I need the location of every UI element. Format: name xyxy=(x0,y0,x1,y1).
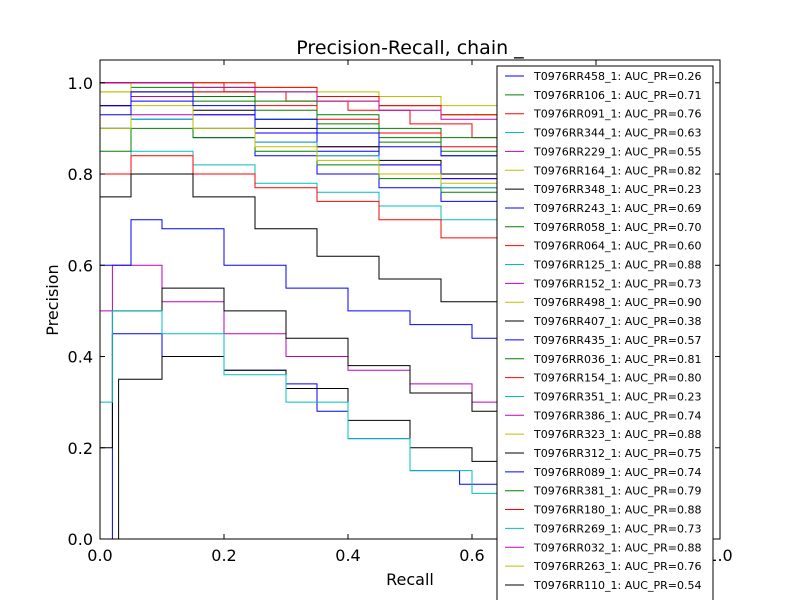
legend-entry: T0976RR243_1: AUC_PR=0.69 xyxy=(533,202,701,215)
legend-entry: T0976RR263_1: AUC_PR=0.76 xyxy=(533,560,701,573)
legend-entry: T0976RR344_1: AUC_PR=0.63 xyxy=(533,127,701,140)
legend-entry: T0976RR125_1: AUC_PR=0.88 xyxy=(533,259,701,272)
x-axis-label: Recall xyxy=(386,570,434,589)
series-line-2 xyxy=(100,82,535,152)
legend-entry: T0976RR154_1: AUC_PR=0.80 xyxy=(533,372,701,385)
y-tick-label: 0.0 xyxy=(68,530,93,549)
y-tick-label: 0.8 xyxy=(68,165,93,184)
legend-entry: T0976RR091_1: AUC_PR=0.76 xyxy=(533,108,701,121)
legend-entry: T0976RR180_1: AUC_PR=0.88 xyxy=(533,504,701,517)
legend: T0976RR458_1: AUC_PR=0.26 T0976RR106_1: A… xyxy=(496,65,714,605)
legend-box xyxy=(496,65,714,605)
legend-entry: T0976RR407_1: AUC_PR=0.38 xyxy=(533,315,701,328)
legend-entry: T0976RR036_1: AUC_PR=0.81 xyxy=(533,353,701,366)
x-tick-label: 0.2 xyxy=(211,546,236,565)
legend-entry: T0976RR351_1: AUC_PR=0.23 xyxy=(533,390,701,403)
series-line-14 xyxy=(100,219,535,357)
legend-entry: T0976RR312_1: AUC_PR=0.75 xyxy=(533,447,701,460)
x-tick-label: 0.0 xyxy=(87,546,112,565)
legend-entry: T0976RR348_1: AUC_PR=0.23 xyxy=(533,183,701,196)
legend-entry: T0976RR386_1: AUC_PR=0.74 xyxy=(533,409,701,422)
legend-entry: T0976RR164_1: AUC_PR=0.82 xyxy=(533,164,701,177)
legend-entry: T0976RR106_1: AUC_PR=0.71 xyxy=(533,89,701,102)
legend-entry: T0976RR089_1: AUC_PR=0.74 xyxy=(533,466,701,479)
plot-frame xyxy=(99,59,721,540)
y-tick-label: 0.4 xyxy=(68,348,93,367)
x-tick-label: 0.6 xyxy=(459,546,484,565)
legend-entry: T0976RR229_1: AUC_PR=0.55 xyxy=(533,145,701,158)
legend-entry: T0976RR458_1: AUC_PR=0.26 xyxy=(533,70,701,83)
legend-entry: T0976RR381_1: AUC_PR=0.79 xyxy=(533,485,701,498)
y-tick-label: 0.6 xyxy=(68,256,93,275)
legend-entry: T0976RR269_1: AUC_PR=0.73 xyxy=(533,522,701,535)
legend-entry: T0976RR435_1: AUC_PR=0.57 xyxy=(533,334,701,347)
series-line-0 xyxy=(100,333,535,540)
legend-entry: T0976RR058_1: AUC_PR=0.70 xyxy=(533,221,701,234)
y-axis-label: Precision xyxy=(43,264,62,335)
series-line-4 xyxy=(100,264,535,425)
legend-entry: T0976RR498_1: AUC_PR=0.90 xyxy=(533,296,701,309)
x-tick-label: 0.4 xyxy=(335,546,360,565)
y-tick-label: 1.0 xyxy=(68,74,93,93)
legend-entry: T0976RR323_1: AUC_PR=0.88 xyxy=(533,428,701,441)
legend-entry: T0976RR110_1: AUC_PR=0.54 xyxy=(533,579,701,592)
legend-entry: T0976RR064_1: AUC_PR=0.60 xyxy=(533,240,701,253)
series-line-17 xyxy=(100,310,535,503)
legend-entry: T0976RR152_1: AUC_PR=0.73 xyxy=(533,277,701,290)
x-tick-label: 1.0 xyxy=(707,546,732,565)
legend-entry: T0976RR032_1: AUC_PR=0.88 xyxy=(533,541,701,554)
y-tick-label: 0.2 xyxy=(68,439,93,458)
chart-title: Precision-Recall, chain _ xyxy=(296,37,524,59)
